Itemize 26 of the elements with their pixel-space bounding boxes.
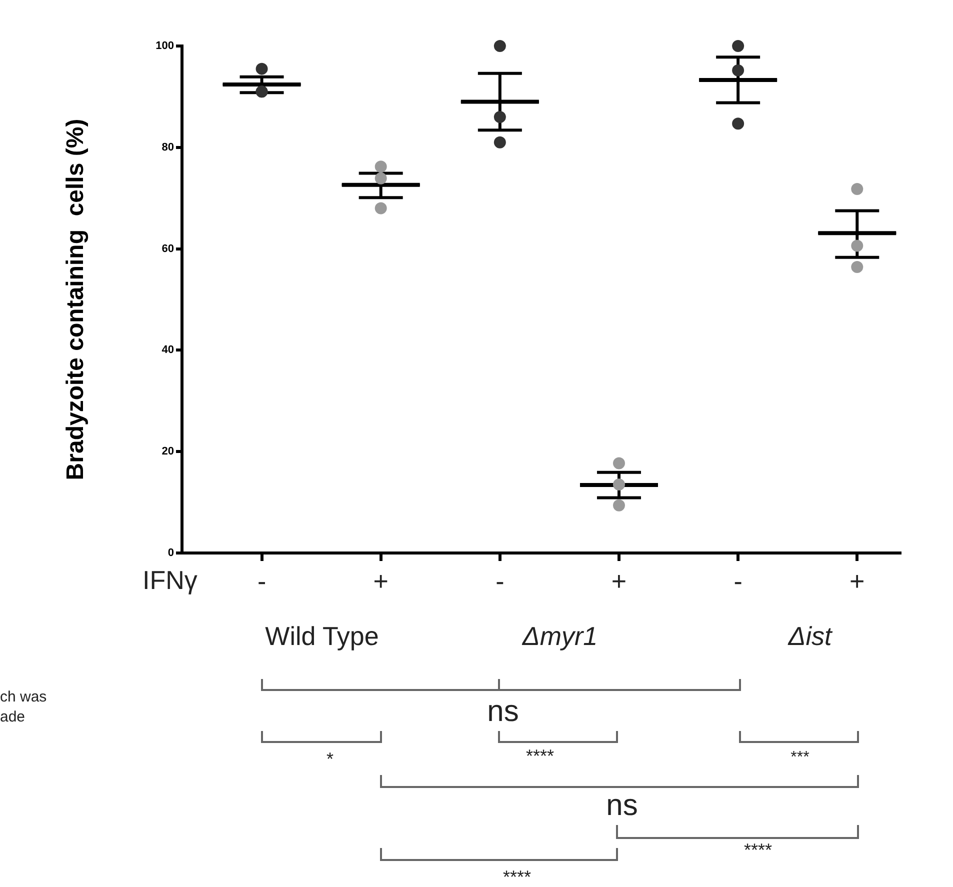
text: ade <box>0 708 26 726</box>
x-tick-label: - <box>496 566 504 596</box>
text: Wild Type <box>265 621 379 651</box>
y-axis-title: Bradyzoite containing cells (%) <box>62 118 90 480</box>
text: * <box>326 749 334 769</box>
y-tick-label: 20 <box>162 446 174 458</box>
y-tick-label: 40 <box>162 344 174 356</box>
x-tick-label: - <box>734 566 742 596</box>
text: **** <box>502 867 532 887</box>
y-tick-label: 60 <box>162 242 174 255</box>
text: **** <box>526 746 554 766</box>
text: ns <box>487 695 519 728</box>
text: Δist <box>788 621 832 651</box>
text: ns <box>606 789 638 822</box>
text: ch was <box>0 688 47 706</box>
y-tick-label: 80 <box>162 141 174 154</box>
y-tick-label: 0 <box>168 547 174 560</box>
x-tick-label: + <box>611 566 627 596</box>
x-tick-label: + <box>850 566 865 596</box>
y-tick-label: 100 <box>156 40 174 52</box>
text: IFNγ <box>142 565 198 595</box>
x-tick-label: + <box>373 566 388 596</box>
text: *** <box>790 749 810 766</box>
x-tick-label: - <box>257 566 266 596</box>
text: **** <box>744 840 772 860</box>
text: Δmyr1 <box>522 621 598 651</box>
